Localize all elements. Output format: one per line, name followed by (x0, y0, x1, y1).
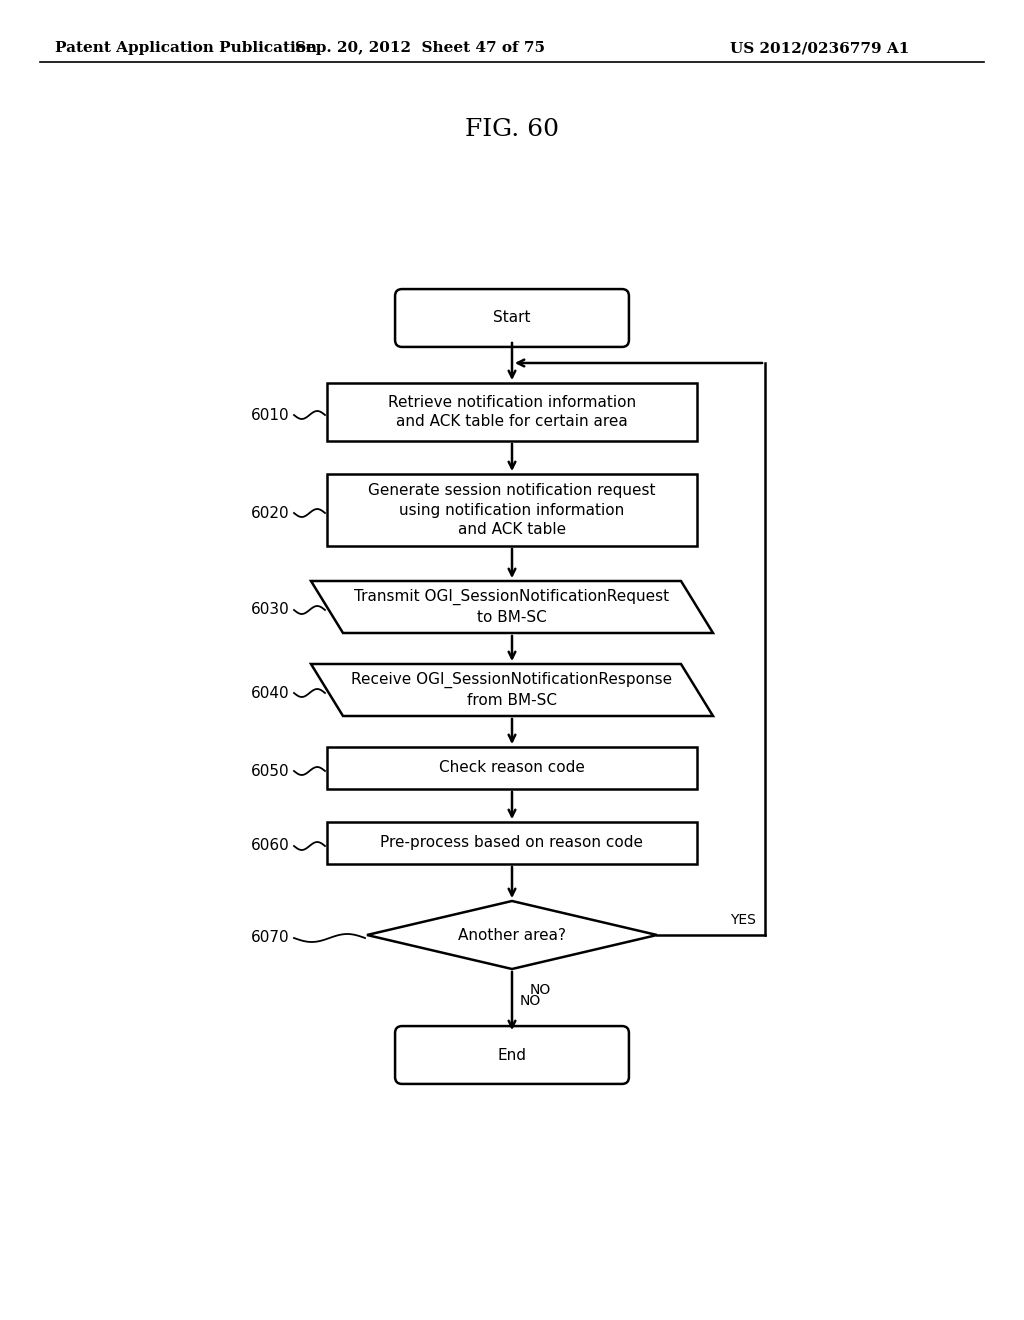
FancyBboxPatch shape (395, 1026, 629, 1084)
Text: 6050: 6050 (251, 763, 290, 779)
Bar (327, 383, 697, 441)
Text: Transmit OGI_SessionNotificationRequest
to BM-SC: Transmit OGI_SessionNotificationRequest … (354, 589, 670, 624)
Text: Generate session notification request
using notification information
and ACK tab: Generate session notification request us… (369, 483, 655, 537)
Text: FIG. 60: FIG. 60 (465, 119, 559, 141)
Text: Receive OGI_SessionNotificationResponse
from BM-SC: Receive OGI_SessionNotificationResponse … (351, 672, 673, 708)
Text: 6040: 6040 (251, 685, 290, 701)
Text: 6060: 6060 (251, 838, 290, 854)
Text: Retrieve notification information
and ACK table for certain area: Retrieve notification information and AC… (388, 395, 636, 429)
Bar (327, 822, 697, 865)
Polygon shape (311, 664, 713, 715)
Text: Start: Start (494, 310, 530, 326)
FancyBboxPatch shape (395, 289, 629, 347)
Text: YES: YES (730, 913, 756, 927)
Text: 6020: 6020 (251, 506, 290, 520)
Text: 6010: 6010 (251, 408, 290, 422)
Text: Patent Application Publication: Patent Application Publication (55, 41, 317, 55)
Text: Pre-process based on reason code: Pre-process based on reason code (381, 836, 643, 850)
Text: NO: NO (520, 994, 542, 1008)
Text: Sep. 20, 2012  Sheet 47 of 75: Sep. 20, 2012 Sheet 47 of 75 (295, 41, 545, 55)
Text: US 2012/0236779 A1: US 2012/0236779 A1 (730, 41, 909, 55)
Text: 6030: 6030 (251, 602, 290, 618)
Text: Another area?: Another area? (458, 928, 566, 942)
Text: NO: NO (530, 983, 551, 997)
Text: End: End (498, 1048, 526, 1063)
Bar (327, 474, 697, 546)
Text: 6070: 6070 (251, 931, 290, 945)
Polygon shape (311, 581, 713, 634)
Bar (327, 747, 697, 789)
Polygon shape (367, 902, 657, 969)
Text: Check reason code: Check reason code (439, 760, 585, 776)
